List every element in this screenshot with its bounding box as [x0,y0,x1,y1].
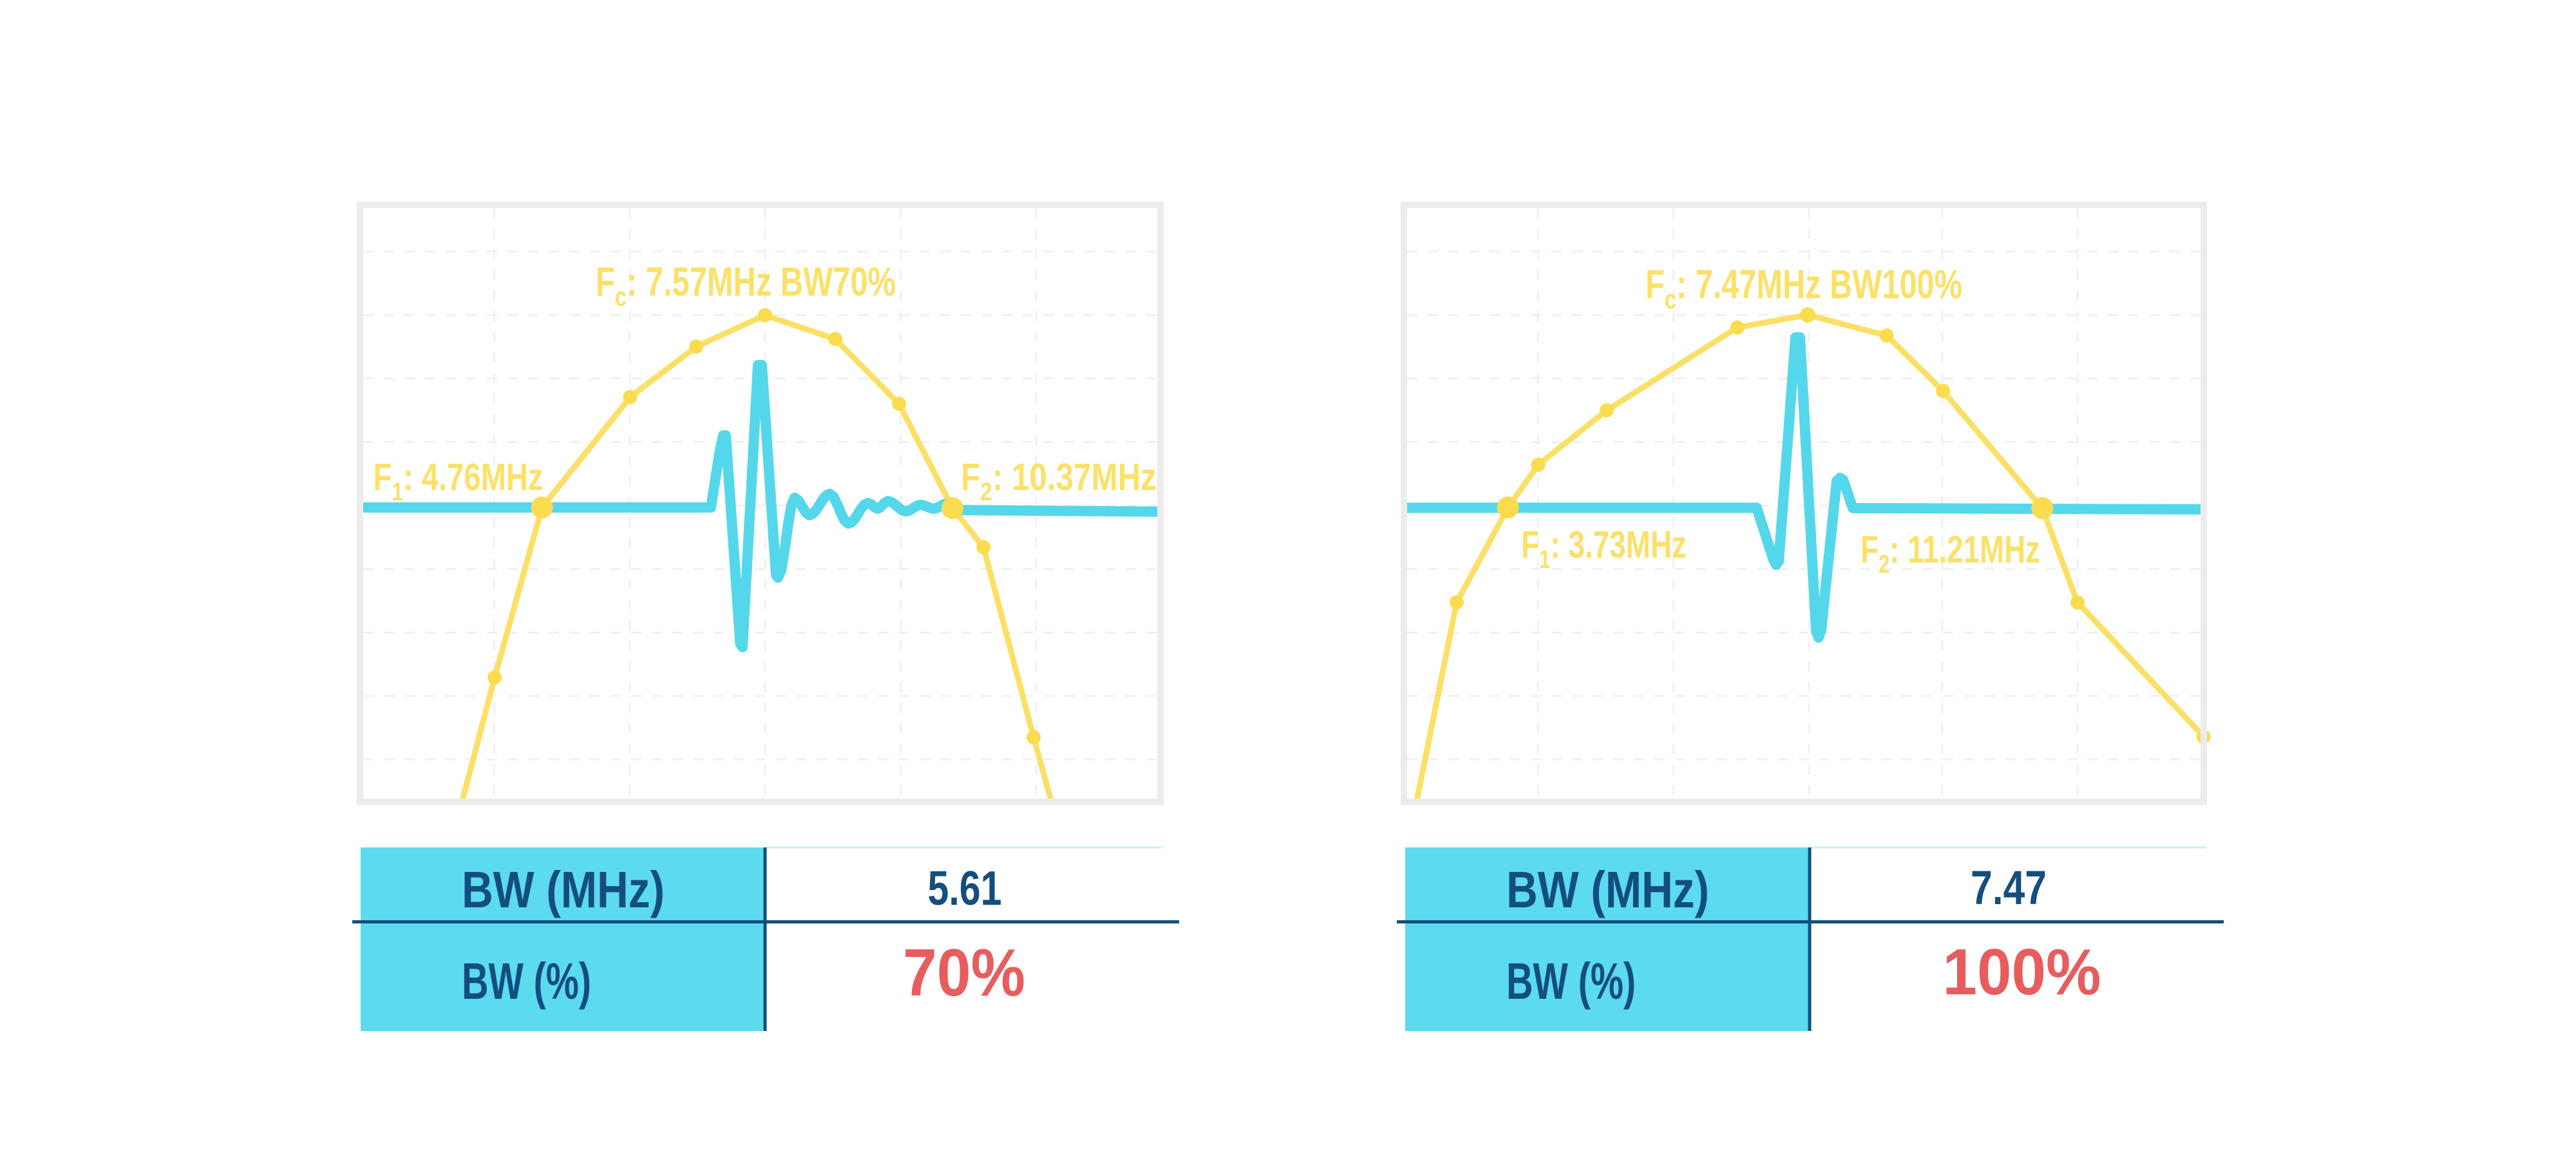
svg-text:5.61: 5.61 [928,861,1002,915]
svg-text:BW (MHz): BW (MHz) [1506,861,1709,918]
svg-text:70%: 70% [903,936,1025,1010]
svg-text:BW (%): BW (%) [462,952,591,1010]
svg-text:F2: 11.21MHz: F2: 11.21MHz [1861,529,2040,579]
svg-text:Fc: 7.57MHz BW70%: Fc: 7.57MHz BW70% [596,260,896,312]
svg-text:BW (MHz): BW (MHz) [462,861,665,918]
svg-text:Fc: 7.47MHz BW100%: Fc: 7.47MHz BW100% [1645,262,1962,314]
svg-text:100%: 100% [1943,936,2101,1008]
svg-text:7.47: 7.47 [1971,861,2047,914]
svg-text:BW (%): BW (%) [1506,952,1636,1010]
svg-text:F1: 3.73MHz: F1: 3.73MHz [1521,524,1687,574]
svg-text:F2: 10.37MHz: F2: 10.37MHz [961,456,1157,506]
svg-text:F1: 4.76MHz: F1: 4.76MHz [374,456,544,506]
